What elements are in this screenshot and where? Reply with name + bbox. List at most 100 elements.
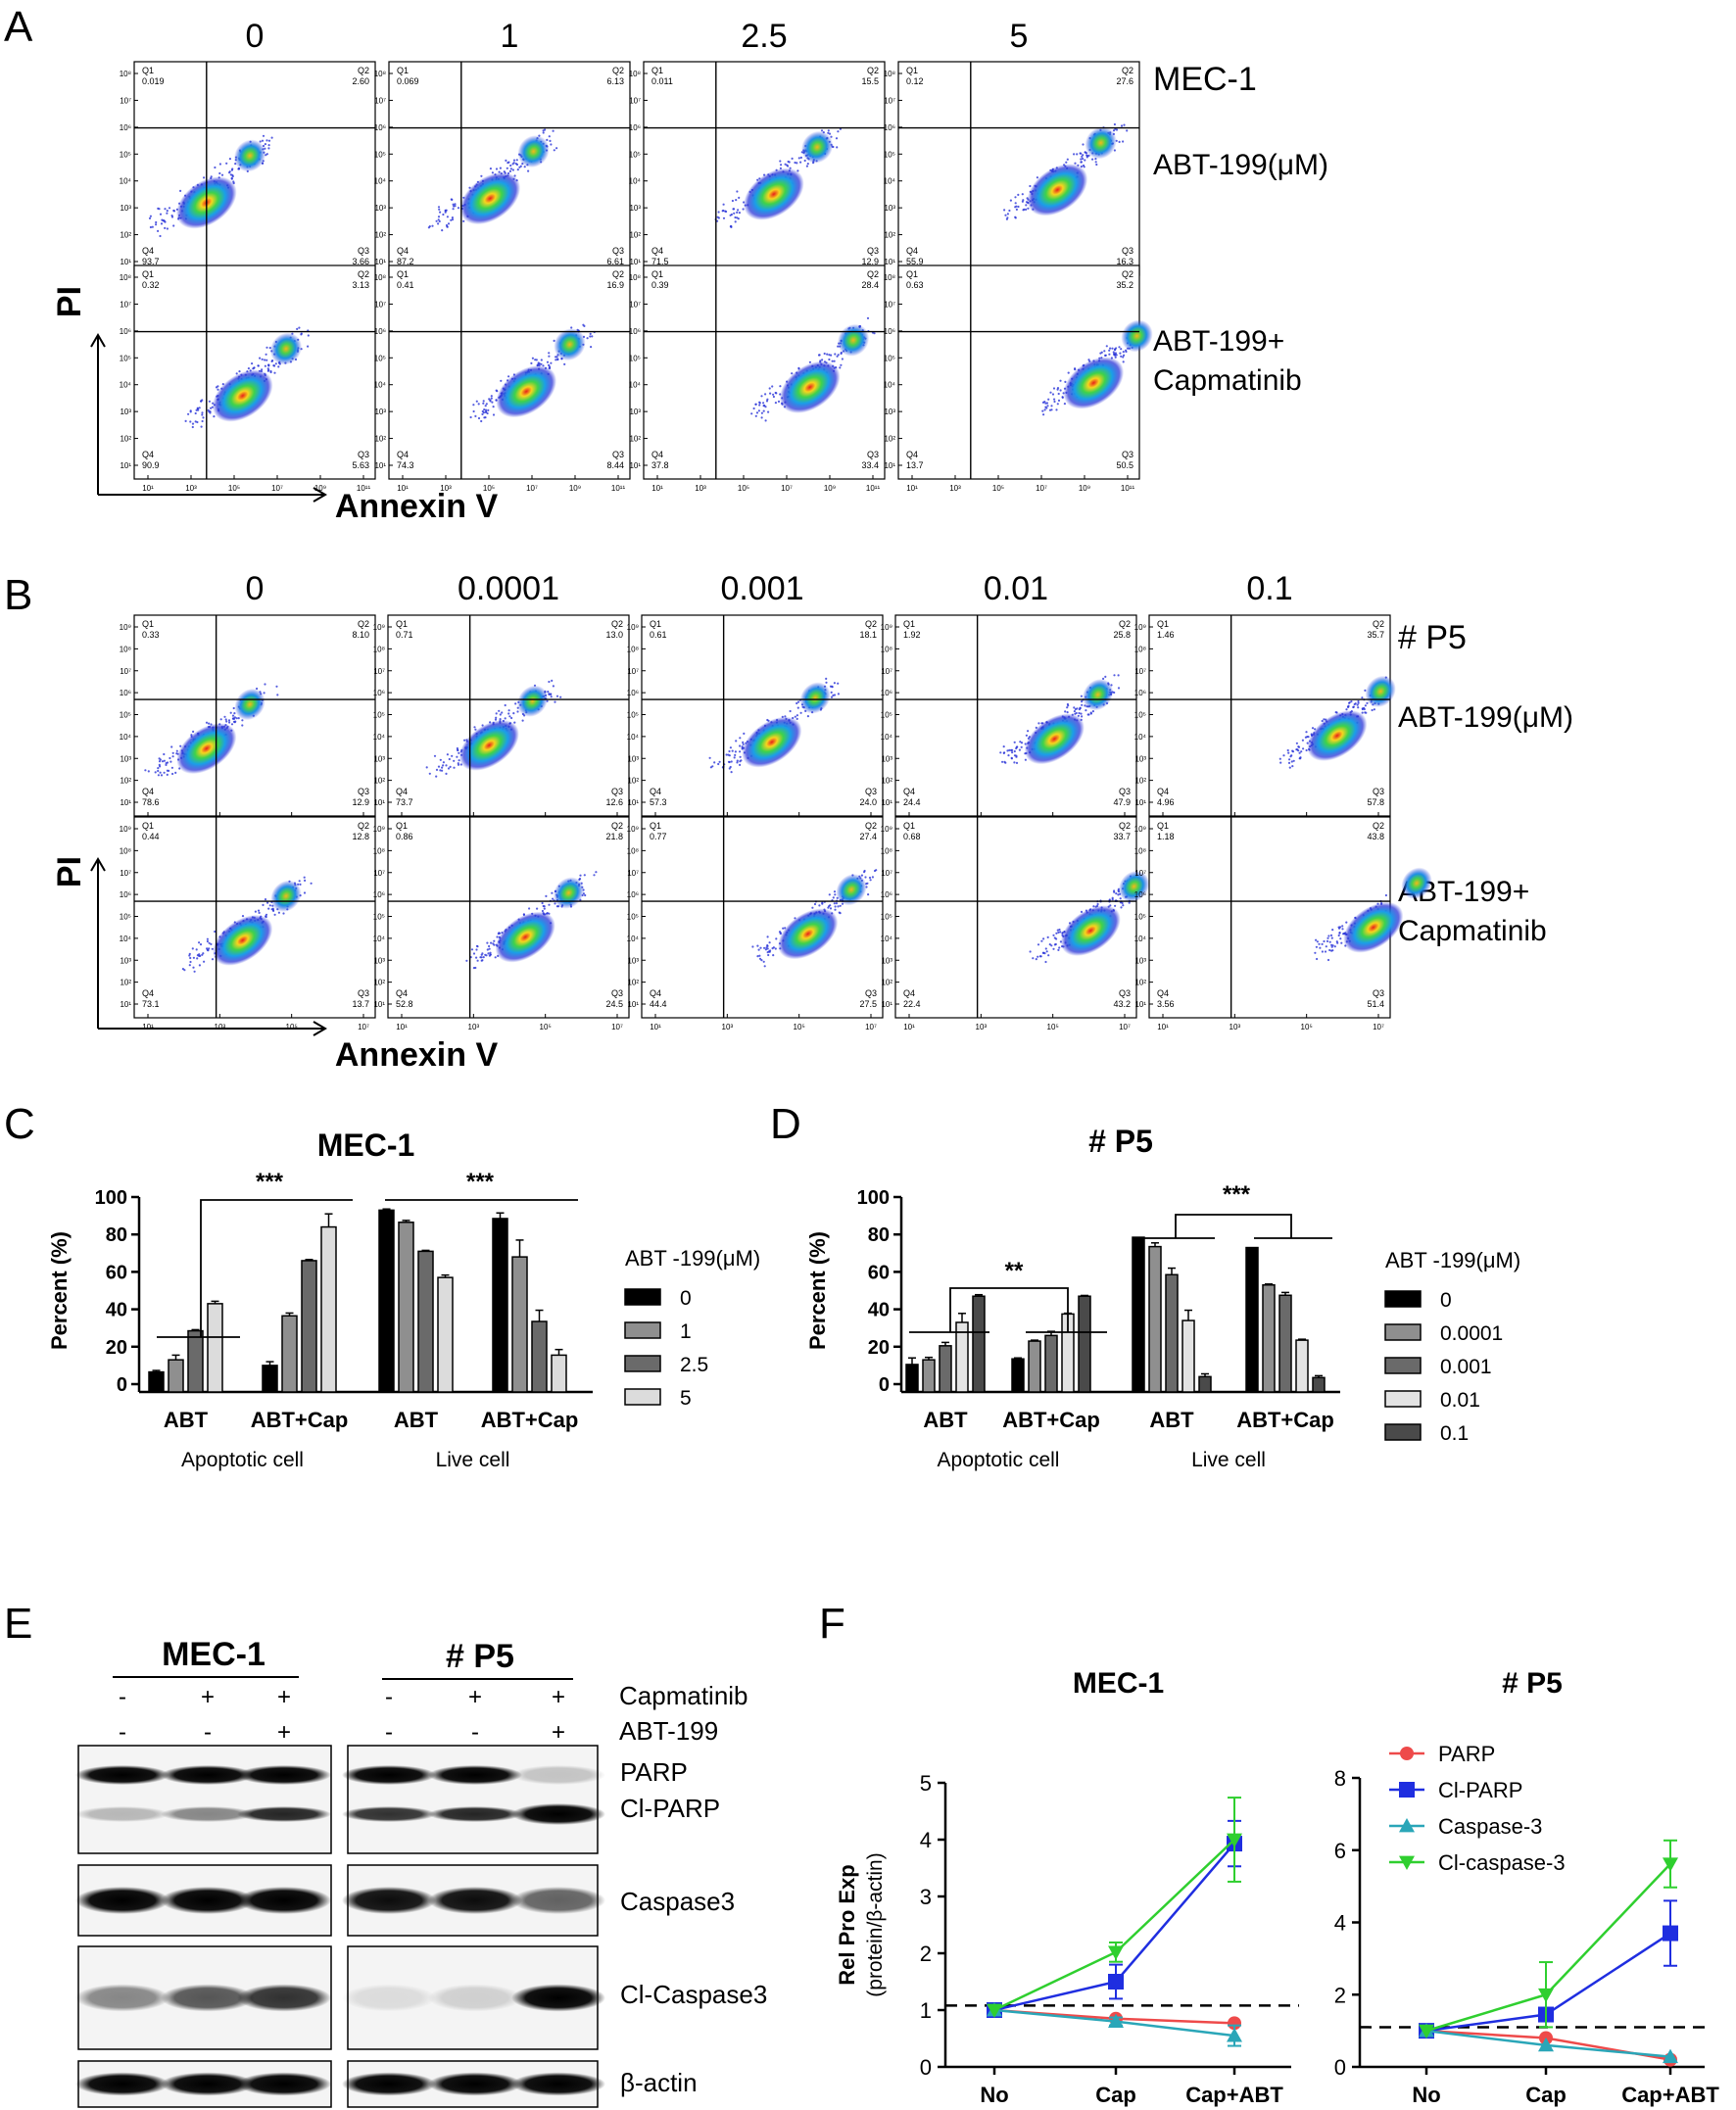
event-dot [228,721,231,724]
event-dot [523,166,526,168]
y-tick-label: 10⁹ [1134,825,1146,834]
bar [1011,1358,1025,1393]
x-tick-label: 10¹ [142,484,154,493]
event-dot [220,173,224,176]
event-dot [1119,897,1122,900]
cell-population [801,130,834,164]
event-dot [780,164,783,167]
y-tick-label: 10⁷ [374,96,386,105]
event-dot [1128,901,1131,904]
quadrant-label-q2: Q2 [865,619,877,629]
event-dot [762,402,765,405]
blot-band [237,1887,331,1914]
event-dot [836,146,839,149]
panelB-flow-plot: 10⁹10⁸10⁷10⁶10⁵10⁴10³10²10¹10¹10³10⁵10⁷Q… [1134,614,1396,830]
event-dot [1067,371,1070,374]
y-tick-label: 10⁶ [373,689,385,697]
event-dot [261,358,264,360]
event-dot [736,761,739,764]
y-tick-label: 10⁴ [373,935,386,943]
event-dot [442,764,445,767]
event-dot [470,948,474,951]
event-dot [779,160,782,163]
quadrant-label-q2: Q2 [1373,619,1384,629]
marker-triangle-down [1108,1945,1124,1960]
event-dot [170,216,174,218]
event-dot [545,894,548,898]
event-dot [1057,931,1060,935]
event-dot [731,749,734,752]
y-tick-label: 10⁵ [1134,913,1146,922]
y-tick-label: 10⁷ [881,869,892,878]
event-dot [828,354,831,357]
panel-letter-a: A [4,3,33,51]
treatment-sign: + [468,1684,482,1710]
cell-population [554,328,586,361]
quadrant-value-q3: 12.6 [605,797,623,807]
quadrant-value-q2: 27.6 [1116,76,1133,86]
event-dot [431,224,434,227]
event-dot [1356,703,1359,706]
event-dot [1316,957,1319,961]
category-label: Live cell [1191,1449,1266,1471]
panelA-cell-line-label: MEC-1 [1153,61,1257,98]
event-dot [1113,691,1116,695]
series-cl-caspase-3 [1419,1839,1678,2039]
event-dot [490,397,493,400]
event-dot [1321,942,1324,946]
marker-circle [1228,2016,1241,2031]
event-dot [209,411,212,414]
event-dot [499,167,502,169]
bar [417,1250,434,1393]
y-tick-label: 10⁹ [627,825,639,834]
event-dot [476,959,479,962]
event-dot [227,719,231,722]
treatment-sign: - [385,1719,393,1746]
event-dot [1065,161,1068,164]
event-dot [768,387,771,390]
event-dot [760,416,763,419]
marker-triangle-up [1108,2013,1124,2028]
quadrant-label-q1: Q1 [397,66,409,75]
event-dot [1045,402,1049,405]
panel-c-bar-chart: MEC-1 0 20 40 60 80 100 Percent (%) ABT ABT+Cap AB… [47,1127,760,1471]
event-dot [772,395,776,399]
event-dot [1046,405,1049,408]
event-dot [159,771,162,774]
event-dot [1346,705,1350,708]
y-tick-label: 10⁶ [881,689,892,697]
quadrant-label-q2: Q2 [1119,821,1131,831]
y-tick-label: 10⁹ [373,825,385,834]
event-dot [189,409,192,412]
cell-population [742,716,802,768]
quadrant-value-q1: 0.68 [903,832,921,841]
event-dot [492,942,495,945]
event-dot [823,352,826,356]
event-dot [1331,944,1334,947]
panelA-y-axis-title: PI [51,286,88,317]
quadrant-label-q2: Q2 [1373,821,1384,831]
event-dot [511,168,515,171]
y-tick-label: 10¹ [374,258,386,266]
quadrant-value-q1: 0.011 [651,76,673,86]
event-dot [871,876,875,879]
event-dot [766,398,769,401]
y-tick-label: 10¹ [1134,1000,1146,1009]
y-tick-label: 10² [120,435,131,444]
group-label: ABT [394,1408,439,1432]
x-tick-label: 10³ [440,484,452,493]
event-dot [235,717,238,720]
event-dot [158,763,161,767]
event-dot [159,213,163,216]
event-dot [231,173,234,176]
event-dot [827,129,830,132]
y-tick-label: 10⁷ [627,667,639,676]
marker-triangle-down [1538,1988,1554,2003]
event-dot [834,905,837,908]
blot-band [428,1887,522,1914]
event-dot [203,176,206,179]
event-dot [1081,715,1084,718]
event-dot [518,166,521,168]
event-dot [866,316,870,319]
line-chart-title: # P5 [1502,1667,1563,1700]
